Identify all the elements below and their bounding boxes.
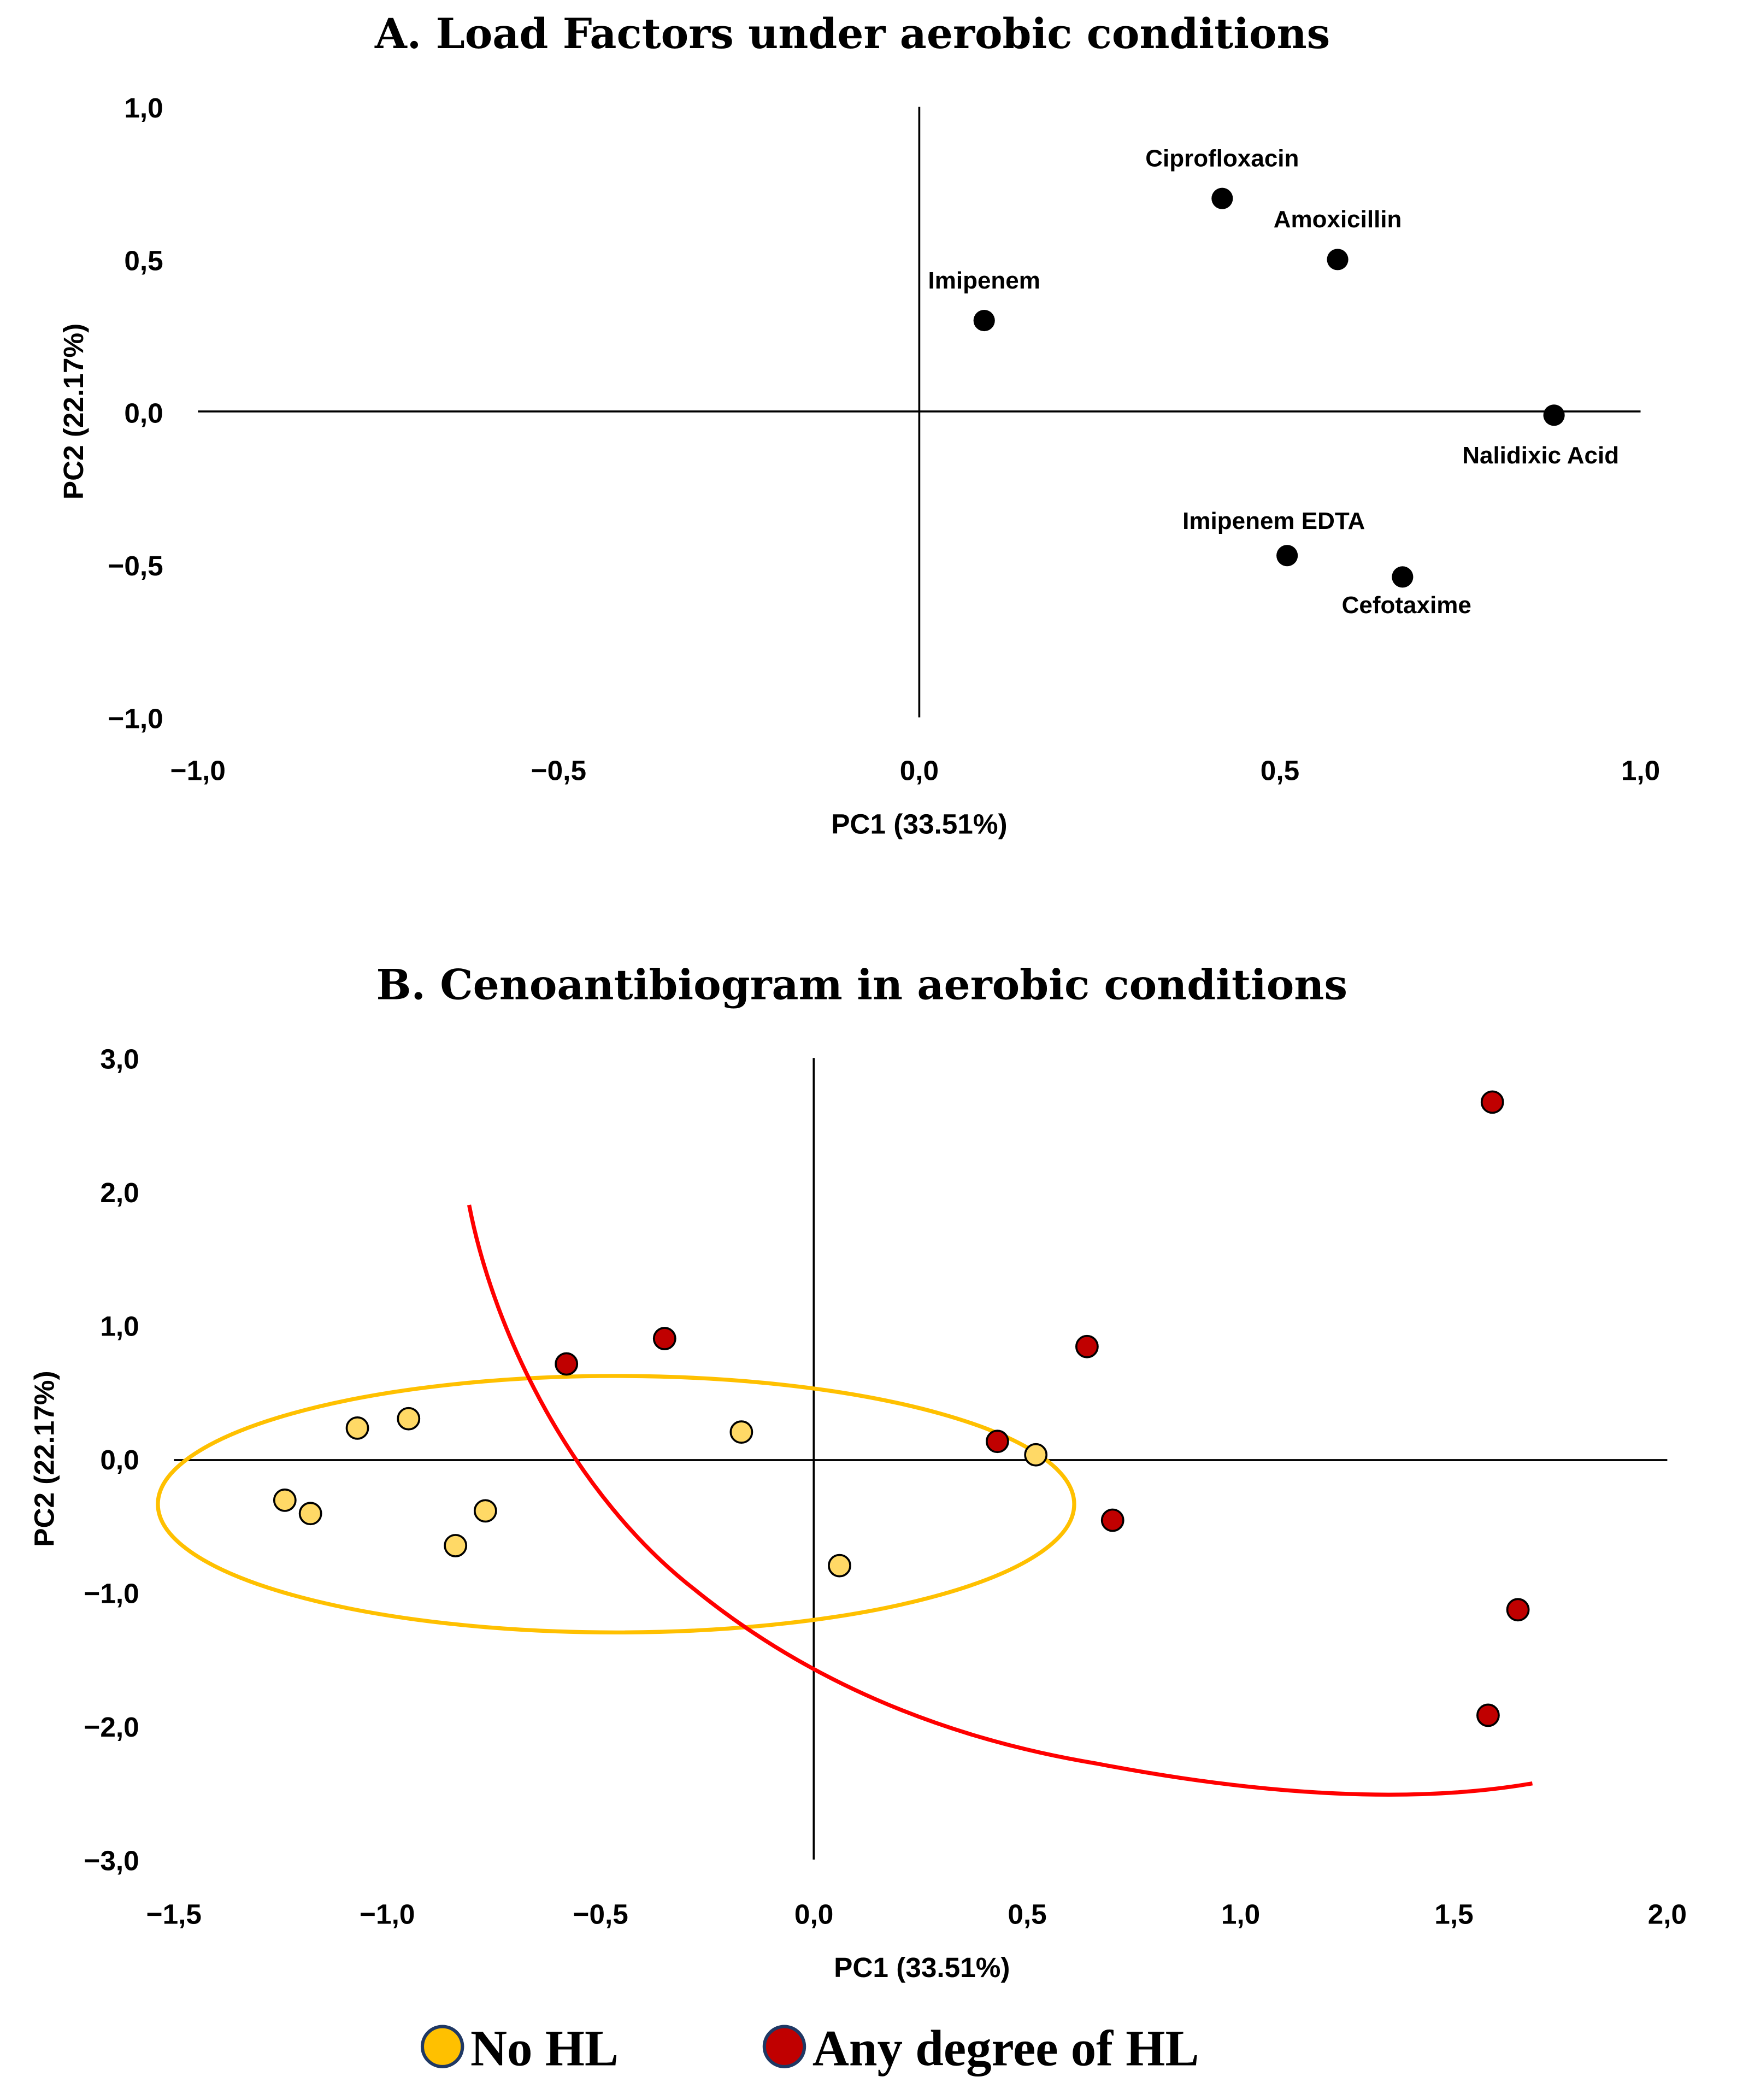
no-hl-point <box>345 1416 369 1440</box>
hl-point <box>1100 1508 1124 1532</box>
chart-b-ytick: 0,0 <box>100 1444 139 1475</box>
chart-b-ytick: −3,0 <box>84 1845 139 1877</box>
hl-point <box>1480 1090 1504 1114</box>
chart-b-xtick: 0,0 <box>794 1898 833 1930</box>
no-hl-point <box>828 1554 851 1578</box>
legend-label-no-hl: No HL <box>470 2020 619 2077</box>
legend-marker-hl <box>762 2025 806 2068</box>
chart-a: A. Load Factors under aerobic conditions… <box>58 9 1660 839</box>
load-point <box>1392 566 1414 588</box>
load-point-label: Cefotaxime <box>1342 592 1471 619</box>
chart-a-xtick: 1,0 <box>1621 755 1660 786</box>
chart-a-xtick: 0,0 <box>900 755 939 786</box>
no-hl-point <box>1024 1443 1048 1467</box>
hl-point <box>555 1352 579 1376</box>
load-point-label: Nalidixic Acid <box>1462 442 1619 469</box>
hl-point <box>1075 1334 1099 1358</box>
hl-point <box>1476 1703 1500 1727</box>
chart-a-ytick: 0,5 <box>124 245 163 276</box>
chart-a-ytick: 0,0 <box>124 398 163 429</box>
chart-b-xtick: 1,0 <box>1221 1898 1260 1930</box>
chart-b-xtick: −0,5 <box>573 1898 628 1930</box>
chart-a-ytick: −1,0 <box>108 703 163 734</box>
load-point <box>1211 187 1233 209</box>
chart-a-ytick: 1,0 <box>124 92 163 123</box>
load-point <box>1327 249 1349 270</box>
hl-point <box>652 1327 676 1350</box>
no-hl-ellipse <box>156 1374 1076 1635</box>
chart-b-ytick: −2,0 <box>84 1711 139 1743</box>
chart-a-xlabel: PC1 (33.51%) <box>831 808 1007 839</box>
chart-a-xtick: 0,5 <box>1261 755 1299 786</box>
chart-b-ylabel: PC2 (22.17%) <box>28 1370 60 1546</box>
chart-a-xtick: −1,0 <box>170 755 226 786</box>
chart-b-xtick: −1,5 <box>146 1898 202 1930</box>
no-hl-point <box>397 1407 421 1431</box>
load-point-label: Ciprofloxacin <box>1145 145 1299 172</box>
chart-b-xlabel: PC1 (33.51%) <box>834 1952 1010 1983</box>
hl-point <box>1506 1598 1530 1622</box>
load-point-label: Imipenem EDTA <box>1182 508 1365 534</box>
chart-b-xtick: 1,5 <box>1434 1898 1473 1930</box>
load-point <box>1543 404 1565 426</box>
load-point-label: Amoxicillin <box>1274 206 1402 233</box>
chart-b-ytick: −1,0 <box>84 1578 139 1609</box>
chart-a-xtick: −0,5 <box>531 755 586 786</box>
load-point <box>973 310 995 332</box>
no-hl-point <box>729 1420 753 1444</box>
chart-b-xtick: 0,5 <box>1008 1898 1046 1930</box>
no-hl-point <box>473 1499 497 1523</box>
no-hl-point <box>298 1502 322 1526</box>
chart-b-xtick: −1,0 <box>360 1898 415 1930</box>
load-point-label: Imipenem <box>928 267 1040 294</box>
chart-b-xtick: 2,0 <box>1648 1898 1687 1930</box>
legend: No HL Any degree of HL <box>420 2020 1199 2077</box>
chart-a-ylabel: PC2 (22.17%) <box>58 323 89 499</box>
hl-point <box>986 1430 1009 1454</box>
chart-b-title: B. Cenoantibiogram in aerobic conditions <box>376 961 1348 1009</box>
chart-a-title: A. Load Factors under aerobic conditions <box>374 9 1330 58</box>
legend-marker-no-hl <box>420 2025 464 2068</box>
chart-b-ytick: 3,0 <box>100 1044 139 1075</box>
legend-label-hl: Any degree of HL <box>812 2020 1199 2077</box>
chart-a-ytick: −0,5 <box>108 550 163 581</box>
hl-ellipse-arc <box>467 1204 1533 1797</box>
no-hl-point <box>273 1488 297 1512</box>
load-point <box>1276 545 1298 567</box>
chart-b-ytick: 2,0 <box>100 1177 139 1208</box>
no-hl-point <box>444 1534 468 1557</box>
chart-b-ytick: 1,0 <box>100 1311 139 1342</box>
chart-b: B. Cenoantibiogram in aerobic conditions… <box>28 961 1687 1983</box>
